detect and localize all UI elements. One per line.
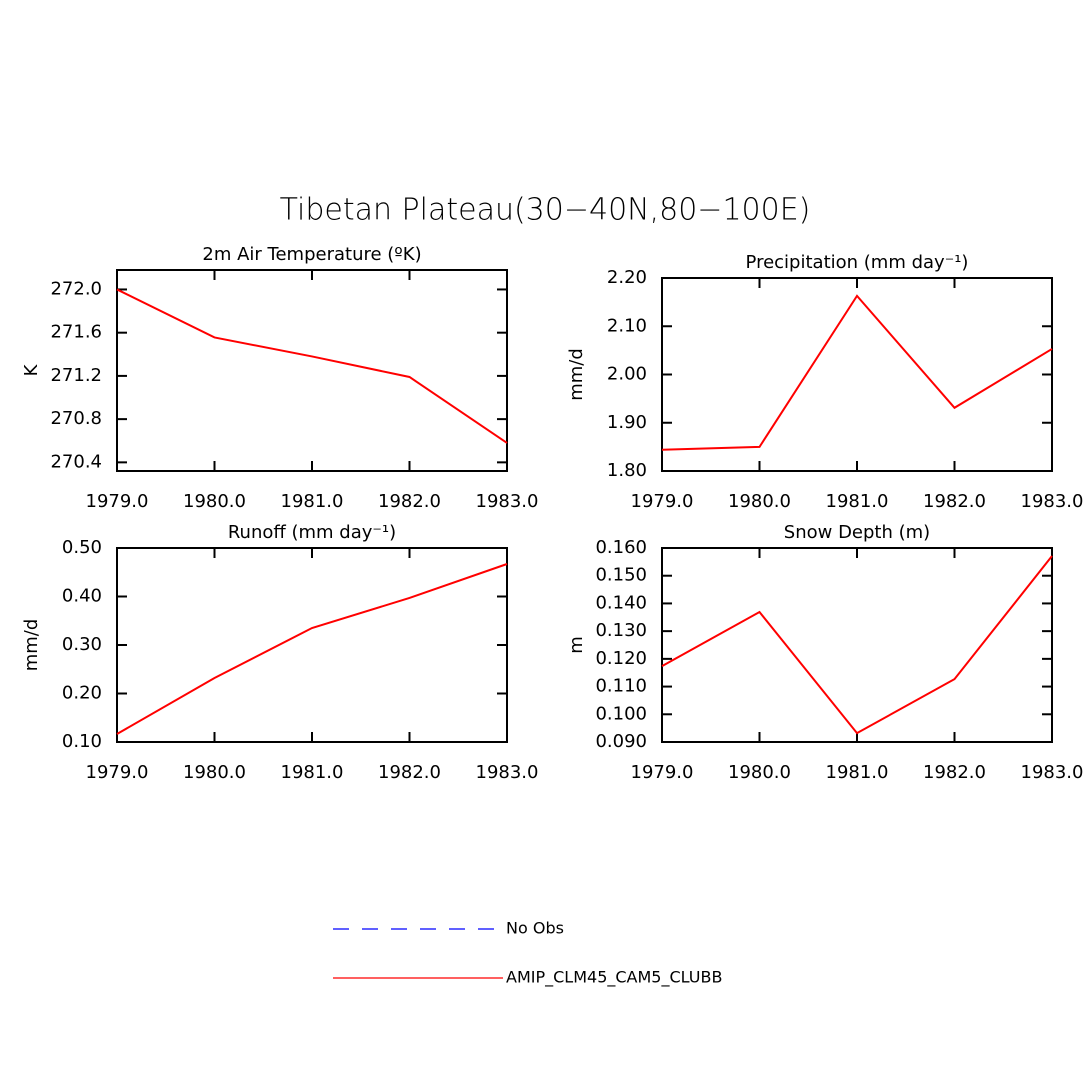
figure-title: Tibetan Plateau(30−40N,80−100E) — [280, 193, 811, 228]
y-tick-label: 0.120 — [595, 648, 647, 669]
y-axis-label: mm/d — [566, 348, 587, 401]
y-tick-label: 0.50 — [62, 537, 102, 558]
y-tick-label: 270.8 — [50, 408, 102, 429]
x-tick-label: 1982.0 — [378, 762, 441, 783]
plot-frame — [661, 547, 1053, 743]
panel-title: Runoff (mm day⁻¹) — [228, 522, 396, 543]
y-tick-label: 270.4 — [50, 451, 102, 472]
y-tick-label: 0.090 — [595, 731, 647, 752]
y-tick-label: 0.160 — [595, 537, 647, 558]
y-tick-label: 0.140 — [595, 592, 647, 613]
legend-label: No Obs — [506, 919, 564, 938]
x-tick-label: 1979.0 — [86, 762, 149, 783]
plot-frame — [661, 277, 1053, 472]
panel-title: 2m Air Temperature (ºK) — [202, 244, 421, 265]
panel-title: Precipitation (mm day⁻¹) — [746, 252, 969, 273]
y-tick-label: 0.20 — [62, 683, 102, 704]
plot-frame — [116, 547, 508, 743]
x-tick-label: 1981.0 — [281, 762, 344, 783]
y-tick-label: 272.0 — [50, 278, 102, 299]
data-line — [116, 288, 508, 444]
x-tick-label: 1983.0 — [1021, 762, 1084, 783]
y-tick-label: 1.90 — [607, 412, 647, 433]
y-tick-label: 0.10 — [62, 731, 102, 752]
data-line — [661, 555, 1053, 735]
x-tick-label: 1981.0 — [826, 491, 889, 512]
panel-title: Snow Depth (m) — [784, 522, 930, 543]
x-tick-label: 1979.0 — [631, 762, 694, 783]
x-tick-label: 1983.0 — [476, 762, 539, 783]
y-tick-label: 1.80 — [607, 460, 647, 481]
x-tick-label: 1979.0 — [86, 491, 149, 512]
y-tick-label: 0.30 — [62, 634, 102, 655]
y-tick-label: 0.40 — [62, 586, 102, 607]
y-tick-label: 271.6 — [50, 322, 102, 343]
y-axis-label: mm/d — [21, 619, 42, 672]
data-line — [661, 294, 1053, 451]
y-tick-label: 0.110 — [595, 676, 647, 697]
x-tick-label: 1980.0 — [183, 762, 246, 783]
y-tick-label: 2.10 — [607, 315, 647, 336]
x-tick-label: 1983.0 — [1021, 491, 1084, 512]
y-tick-label: 0.100 — [595, 703, 647, 724]
data-line — [116, 563, 508, 735]
x-tick-label: 1983.0 — [476, 491, 539, 512]
y-tick-label: 0.150 — [595, 565, 647, 586]
legend-label: AMIP_CLM45_CAM5_CLUBB — [506, 968, 722, 988]
y-tick-label: 271.2 — [50, 365, 102, 386]
x-tick-label: 1982.0 — [923, 491, 986, 512]
y-tick-label: 2.00 — [607, 364, 647, 385]
y-tick-label: 2.20 — [607, 267, 647, 288]
y-axis-label: K — [21, 363, 42, 376]
x-tick-label: 1980.0 — [728, 762, 791, 783]
x-tick-label: 1979.0 — [631, 491, 694, 512]
x-tick-label: 1980.0 — [183, 491, 246, 512]
x-tick-label: 1982.0 — [378, 491, 441, 512]
y-tick-label: 0.130 — [595, 620, 647, 641]
x-tick-label: 1982.0 — [923, 762, 986, 783]
x-tick-label: 1981.0 — [281, 491, 344, 512]
x-tick-label: 1981.0 — [826, 762, 889, 783]
plot-frame — [116, 269, 508, 472]
y-axis-label: m — [566, 636, 587, 654]
x-tick-label: 1980.0 — [728, 491, 791, 512]
